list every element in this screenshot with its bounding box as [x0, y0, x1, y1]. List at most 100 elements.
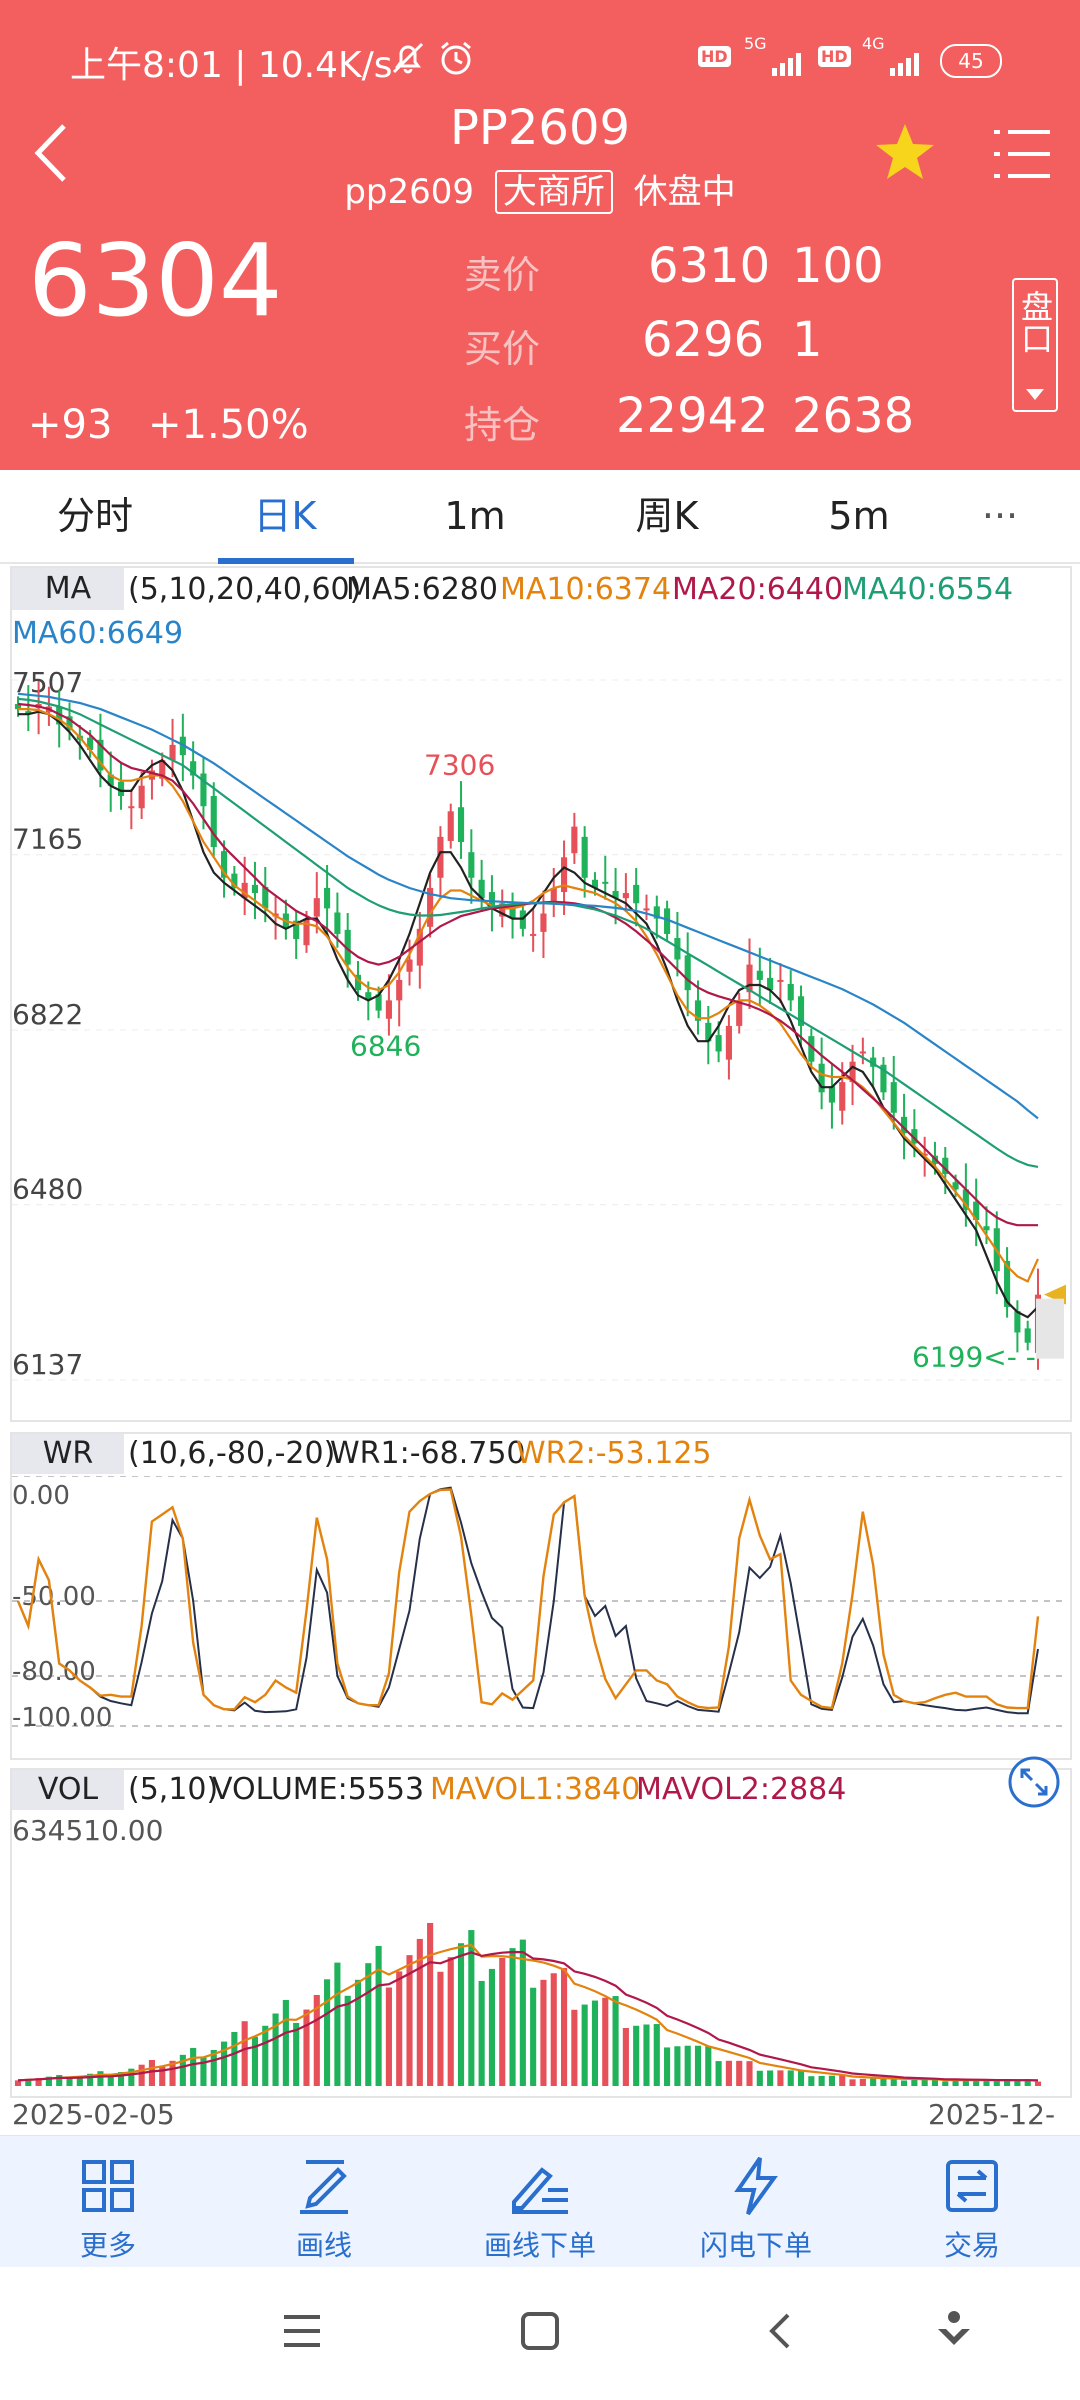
candle-body [406, 959, 413, 972]
volume-bar [746, 2061, 753, 2086]
candle-body [396, 979, 403, 1001]
menu-icon[interactable] [990, 124, 1054, 184]
candle-body [818, 1063, 825, 1093]
candle-body [808, 1036, 815, 1062]
more-periods-button[interactable]: ··· [981, 494, 1019, 538]
trade-label: 交易 [943, 2229, 1000, 2262]
candle-body [561, 857, 568, 893]
open-interest-change: 2638 [792, 388, 915, 444]
ma-params: (5,10,20,40,60) [128, 572, 362, 607]
volume-bar [221, 2041, 228, 2086]
volume-bar [622, 2028, 629, 2086]
candle-body [499, 903, 506, 917]
volume-bar [87, 2073, 94, 2086]
tab-weekly-k[interactable]: 周K [635, 494, 699, 538]
sell-volume: 100 [792, 238, 884, 294]
volume-bar [282, 1999, 289, 2086]
favorite-star-icon[interactable] [870, 118, 940, 188]
more-button[interactable]: 更多 [0, 2136, 216, 2268]
volume-bar [519, 1939, 526, 2086]
candle-body [385, 1000, 392, 1019]
volume-bar [973, 2079, 980, 2086]
flash-order-button[interactable]: 闪电下单 [648, 2136, 864, 2268]
wr2-line [16, 1488, 1040, 1711]
recents-icon[interactable] [282, 2311, 322, 2355]
candle-body [169, 744, 176, 761]
draw-line-order-label: 画线下单 [483, 2229, 596, 2262]
candle-body [612, 891, 619, 899]
candle-body [540, 913, 547, 932]
flash-order-label: 闪电下单 [699, 2229, 812, 2262]
draw-line-button[interactable]: 画线 [216, 2136, 432, 2268]
candle-body [221, 851, 228, 878]
candle-body [901, 1116, 908, 1134]
pankou-label: 盘口 [1016, 290, 1054, 354]
volume-bar [983, 2079, 990, 2086]
hd-badge: HD [698, 46, 731, 67]
candle-body [313, 898, 320, 917]
volume-chart[interactable]: 634510.00 [12, 1810, 1066, 2092]
alarm-icon [436, 38, 476, 78]
candle-body [334, 912, 341, 934]
vol-panel [10, 1768, 1072, 2098]
wr-tick-label: 0.00 [12, 1481, 70, 1511]
ma10-legend: MA10:6374 [500, 572, 672, 607]
volume-bar [324, 1979, 331, 2086]
candle-body [952, 1182, 959, 1190]
candle-body [973, 1201, 980, 1221]
trade-button[interactable]: 交易 [864, 2136, 1080, 2268]
wr-chart[interactable]: 0.00-50.00-80.00-100.00 [12, 1476, 1066, 1754]
tab-daily-k[interactable]: 日K [253, 494, 317, 538]
active-tab-indicator [218, 558, 354, 564]
candle-body [293, 920, 300, 940]
candle-body [159, 760, 166, 779]
volume-bar [818, 2075, 825, 2086]
tab-5m[interactable]: 5m [828, 494, 890, 538]
volume-bar [179, 2054, 186, 2086]
volume-bar [705, 2046, 712, 2086]
volume-bar [921, 2079, 928, 2086]
volume-bar [530, 1987, 537, 2086]
back-icon[interactable] [24, 118, 84, 188]
system-back-icon[interactable] [760, 2311, 800, 2355]
mavol1-legend: MAVOL1:3840 [430, 1772, 641, 1807]
candle-body [736, 1000, 743, 1026]
candle-body [210, 795, 217, 848]
volume-bar [993, 2081, 1000, 2086]
candle-body [633, 884, 640, 904]
candle-body [602, 881, 609, 884]
home-icon[interactable] [520, 2311, 560, 2355]
pankou-button[interactable]: 盘口 [1012, 278, 1058, 412]
volume-bar [344, 1995, 351, 2086]
fullscreen-icon[interactable] [1006, 1754, 1062, 1810]
volume-bar [396, 1971, 403, 2086]
y-tick-label: 6822 [12, 998, 83, 1031]
volume-bar [962, 2080, 969, 2086]
volume-bar [715, 2061, 722, 2086]
volume-bar [931, 2078, 939, 2086]
ma-indicator-tab[interactable]: MA [12, 568, 124, 610]
last-low-annotation: 6199<- - [912, 1340, 1036, 1373]
lightning-icon [730, 2156, 782, 2220]
candle-body [241, 882, 248, 899]
volume-bar [241, 2021, 248, 2086]
draw-line-order-button[interactable]: 画线下单 [432, 2136, 648, 2268]
volume-bar [334, 1962, 341, 2086]
last-price: 6304 [28, 222, 283, 339]
wr-indicator-tab[interactable]: WR [12, 1434, 124, 1474]
candle-body [643, 908, 650, 911]
candle-body [1024, 1328, 1031, 1343]
mavol2-legend: MAVOL2:2884 [636, 1772, 847, 1807]
tab-1m[interactable]: 1m [444, 494, 506, 538]
tab-timeshare[interactable]: 分时 [56, 494, 133, 538]
assistant-icon[interactable] [934, 2307, 974, 2355]
vol-indicator-tab[interactable]: VOL [12, 1770, 124, 1810]
candle-body [128, 806, 135, 809]
period-tabs: 分时 日K 1m 周K 5m ··· [0, 470, 1080, 564]
volume-bar [210, 2049, 217, 2086]
volume-bar [293, 2022, 300, 2086]
page-title: PP2609 [449, 100, 631, 156]
ma60-legend: MA60:6649 [12, 616, 184, 651]
candle-body [427, 887, 434, 927]
